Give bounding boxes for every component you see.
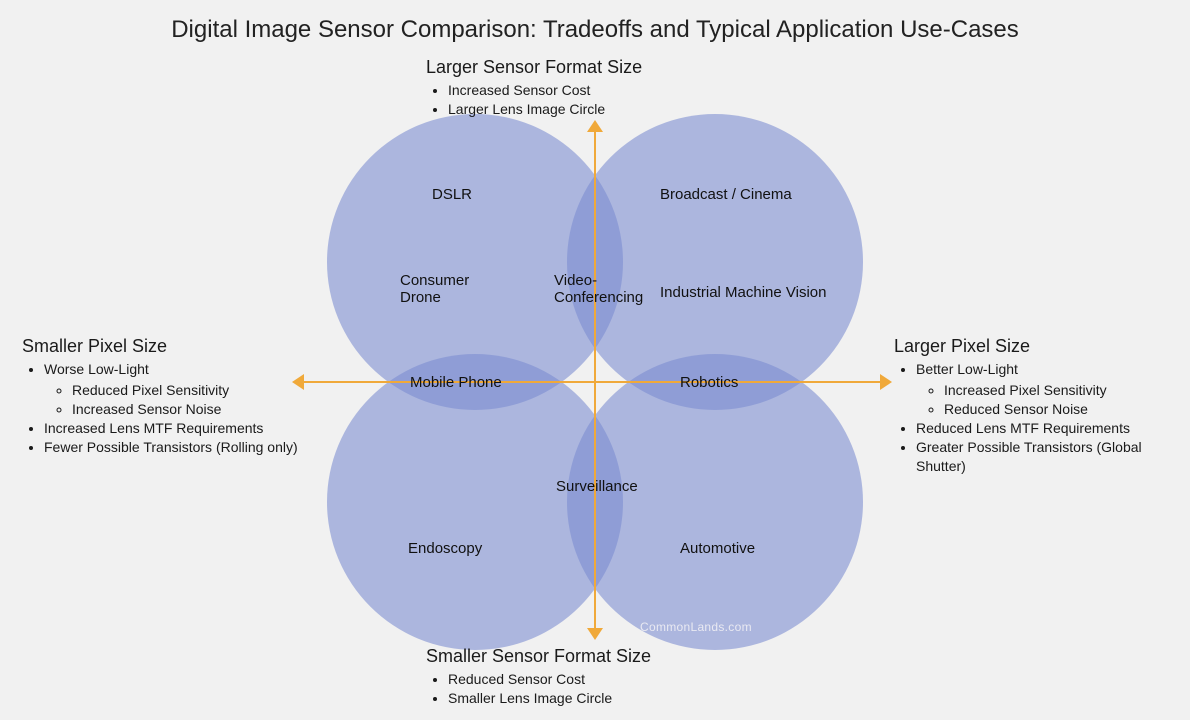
axis-label-left-subbullet: Reduced Pixel Sensitivity <box>72 381 322 400</box>
arrow-down-icon <box>587 628 603 640</box>
axis-label-top: Larger Sensor Format Size Increased Sens… <box>426 55 642 119</box>
axis-label-bottom-bullet: Reduced Sensor Cost <box>448 670 651 689</box>
axis-label-right: Larger Pixel Size Better Low-Light Incre… <box>894 334 1190 476</box>
axis-label-top-bullet: Larger Lens Image Circle <box>448 100 642 119</box>
usecase-robotics: Robotics <box>680 374 738 391</box>
axis-horizontal <box>302 381 882 383</box>
axis-label-right-subbullet: Reduced Sensor Noise <box>944 400 1190 419</box>
axis-label-left-bullet: Worse Low-Light Reduced Pixel Sensitivit… <box>44 360 322 419</box>
arrow-up-icon <box>587 120 603 132</box>
usecase-automotive: Automotive <box>680 540 755 557</box>
usecase-surveillance: Surveillance <box>556 478 638 495</box>
axis-vertical <box>594 128 596 632</box>
axis-label-top-bullet: Increased Sensor Cost <box>448 81 642 100</box>
axis-label-right-bullet: Better Low-Light Increased Pixel Sensiti… <box>916 360 1190 419</box>
axis-label-bottom: Smaller Sensor Format Size Reduced Senso… <box>426 644 651 708</box>
axis-label-left-bullet: Fewer Possible Transistors (Rolling only… <box>44 438 322 457</box>
usecase-mobile-phone: Mobile Phone <box>410 374 502 391</box>
usecase-dslr: DSLR <box>432 186 472 203</box>
axis-label-right-bullet: Greater Possible Transistors (Global Shu… <box>916 438 1190 476</box>
watermark: CommonLands.com <box>640 620 752 634</box>
axis-label-right-subbullet: Increased Pixel Sensitivity <box>944 381 1190 400</box>
axis-label-bottom-heading: Smaller Sensor Format Size <box>426 644 651 668</box>
usecase-video-conferencing: Video- Conferencing <box>554 272 643 306</box>
page-title: Digital Image Sensor Comparison: Tradeof… <box>0 16 1190 44</box>
axis-label-right-bullet: Reduced Lens MTF Requirements <box>916 419 1190 438</box>
axis-label-left: Smaller Pixel Size Worse Low-Light Reduc… <box>22 334 322 457</box>
diagram-stage: Digital Image Sensor Comparison: Tradeof… <box>0 0 1190 720</box>
axis-label-left-bullet: Increased Lens MTF Requirements <box>44 419 322 438</box>
axis-label-top-heading: Larger Sensor Format Size <box>426 55 642 79</box>
usecase-industrial-machine-vision: Industrial Machine Vision <box>660 284 826 301</box>
usecase-broadcast-cinema: Broadcast / Cinema <box>660 186 792 203</box>
axis-label-bottom-bullet: Smaller Lens Image Circle <box>448 689 651 708</box>
axis-label-left-heading: Smaller Pixel Size <box>22 334 322 358</box>
axis-label-left-subbullet: Increased Sensor Noise <box>72 400 322 419</box>
usecase-endoscopy: Endoscopy <box>408 540 482 557</box>
arrow-right-icon <box>880 374 892 390</box>
axis-label-right-heading: Larger Pixel Size <box>894 334 1190 358</box>
usecase-consumer-drone: Consumer Drone <box>400 272 469 306</box>
venn-circle-bottom-right <box>567 354 863 650</box>
